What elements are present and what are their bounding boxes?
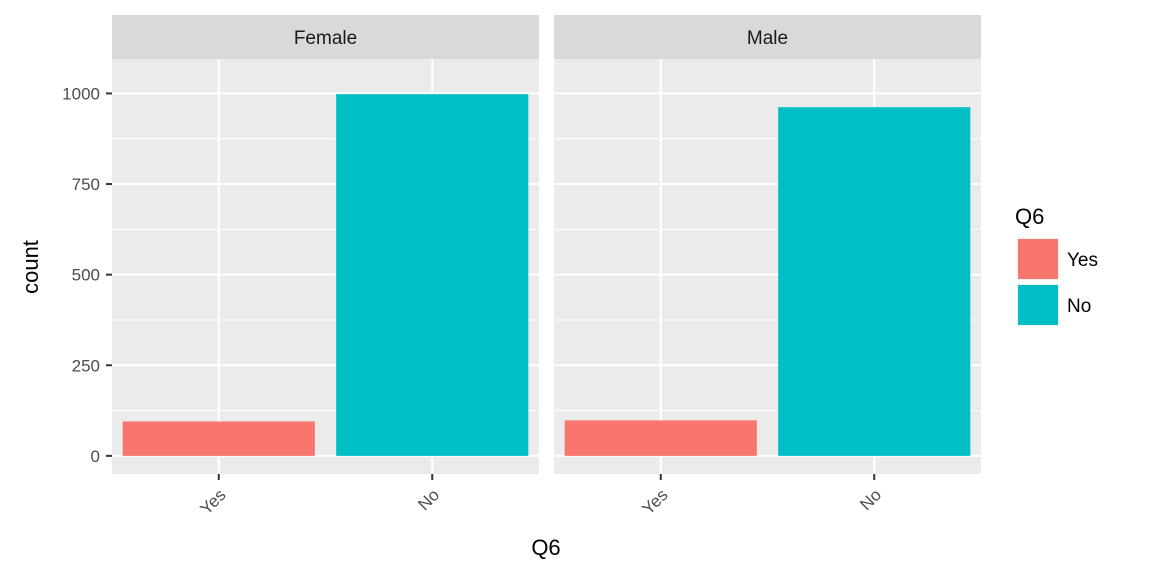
y-tick-label: 500 [72, 266, 100, 285]
legend-items: Yes No [1017, 238, 1098, 326]
legend-label-yes: Yes [1067, 250, 1098, 271]
bar-male-yes [564, 420, 757, 456]
facets-layer: Female Yes No Male Yes No [112, 15, 981, 518]
facet-strip-label: Male [747, 28, 788, 49]
x-tick-label: No [414, 485, 443, 514]
x-tick-label: Yes [197, 485, 230, 518]
legend-title: Q6 [1015, 204, 1044, 229]
x-tick-label: Yes [639, 485, 672, 518]
y-tick-label: 1000 [62, 84, 100, 103]
facet-panel-female: Female Yes No [112, 15, 539, 518]
legend-swatch-no [1018, 285, 1058, 325]
y-tick-label: 0 [91, 447, 100, 466]
x-axis-title: Q6 [531, 535, 560, 560]
facet-panel-male: Male Yes No [554, 15, 981, 518]
facet-strip-label: Female [294, 28, 357, 49]
x-tick-label: No [856, 485, 885, 514]
bar-female-no [336, 94, 529, 456]
facet-strip [112, 15, 539, 59]
bar-female-yes [122, 421, 315, 456]
y-axis-title: count [18, 240, 43, 294]
y-tick-label: 250 [72, 356, 100, 375]
y-tick-label: 750 [72, 175, 100, 194]
legend-swatch-yes [1018, 239, 1058, 279]
y-axis: 0 250 500 750 1000 [62, 84, 112, 466]
legend-label-no: No [1067, 296, 1091, 317]
bar-male-no [778, 107, 971, 456]
facet-strip [554, 15, 981, 59]
legend: Q6 Yes No [1015, 204, 1098, 326]
